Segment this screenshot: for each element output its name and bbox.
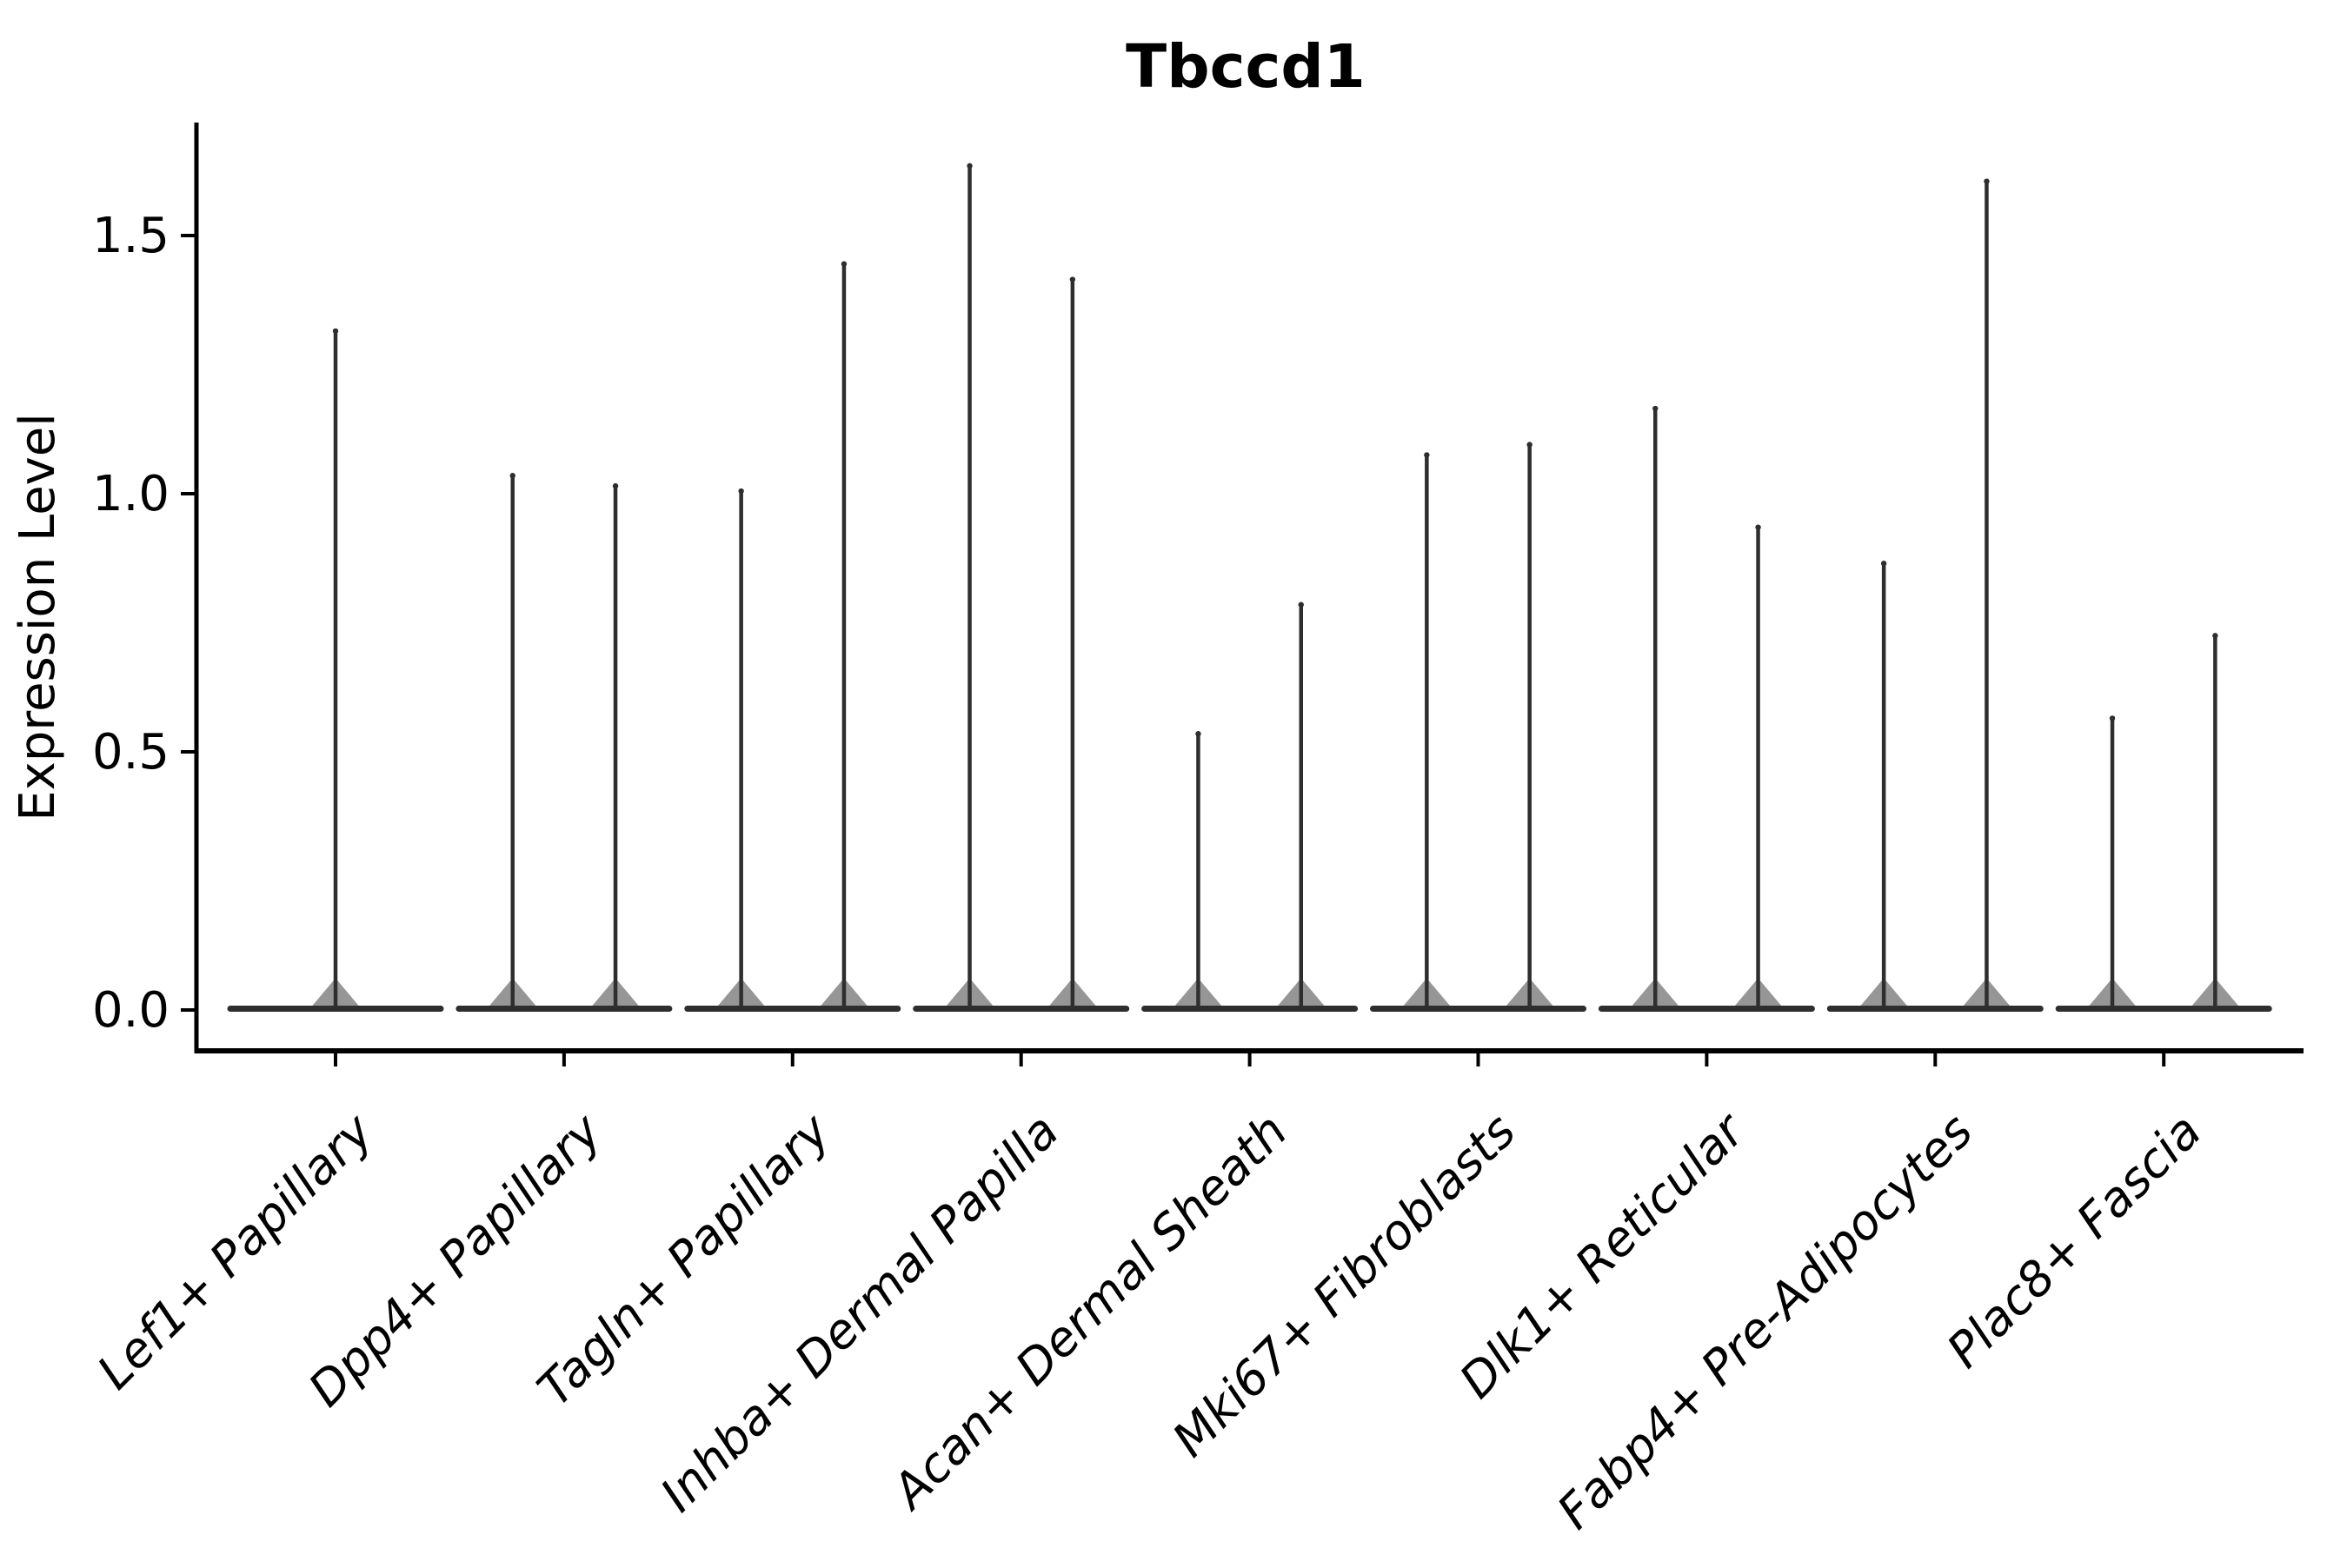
violin-spike-tip — [2212, 633, 2218, 639]
violin-spike-tip — [1298, 601, 1304, 608]
violin-spike-tip — [1880, 561, 1887, 567]
violin-spike-tip — [612, 482, 619, 489]
violin-spike-tip — [2109, 715, 2116, 721]
violin-group — [913, 163, 1130, 1012]
y-axis-label: Expression Level — [10, 413, 66, 821]
violin-group — [1826, 178, 2044, 1012]
violin-spike-tip — [509, 473, 515, 479]
violin-group — [684, 261, 901, 1012]
y-tick-label: 0.0 — [92, 982, 170, 1039]
violin-spike-tip — [1069, 276, 1076, 282]
x-tick-label: Fabp4+ Pre-Adipocytes — [1546, 1103, 1983, 1539]
violin-spike-tip — [332, 328, 339, 335]
violin-group — [227, 328, 444, 1012]
violin-spike-tip — [967, 163, 973, 169]
y-tick-label: 1.5 — [92, 208, 170, 264]
y-tick-label: 0.5 — [92, 724, 170, 781]
violin-group — [1598, 405, 1815, 1012]
violin-spike-tip — [1526, 442, 1533, 448]
violin-spike-tip — [1195, 731, 1201, 737]
x-tick-label: Acan+ Dermal Sheath — [880, 1103, 1298, 1521]
violin-group — [1141, 601, 1359, 1012]
chart-title: Tbccd1 — [1126, 32, 1366, 102]
y-tick-label: 1.0 — [92, 466, 170, 522]
violins-layer — [227, 163, 2272, 1012]
violin-spike-tip — [738, 488, 744, 495]
violin-group — [1370, 442, 1586, 1012]
x-tick-label: Inhba+ Dermal Papilla — [649, 1103, 1068, 1522]
violin-spike-tip — [1984, 178, 1990, 184]
violin-spike-tip — [1424, 452, 1430, 458]
violin-spike-tip — [841, 261, 848, 267]
violin-spike-tip — [1755, 524, 1761, 530]
violin-group — [2055, 633, 2272, 1012]
violin-spike-tip — [1652, 405, 1659, 412]
violin-group — [455, 473, 673, 1012]
